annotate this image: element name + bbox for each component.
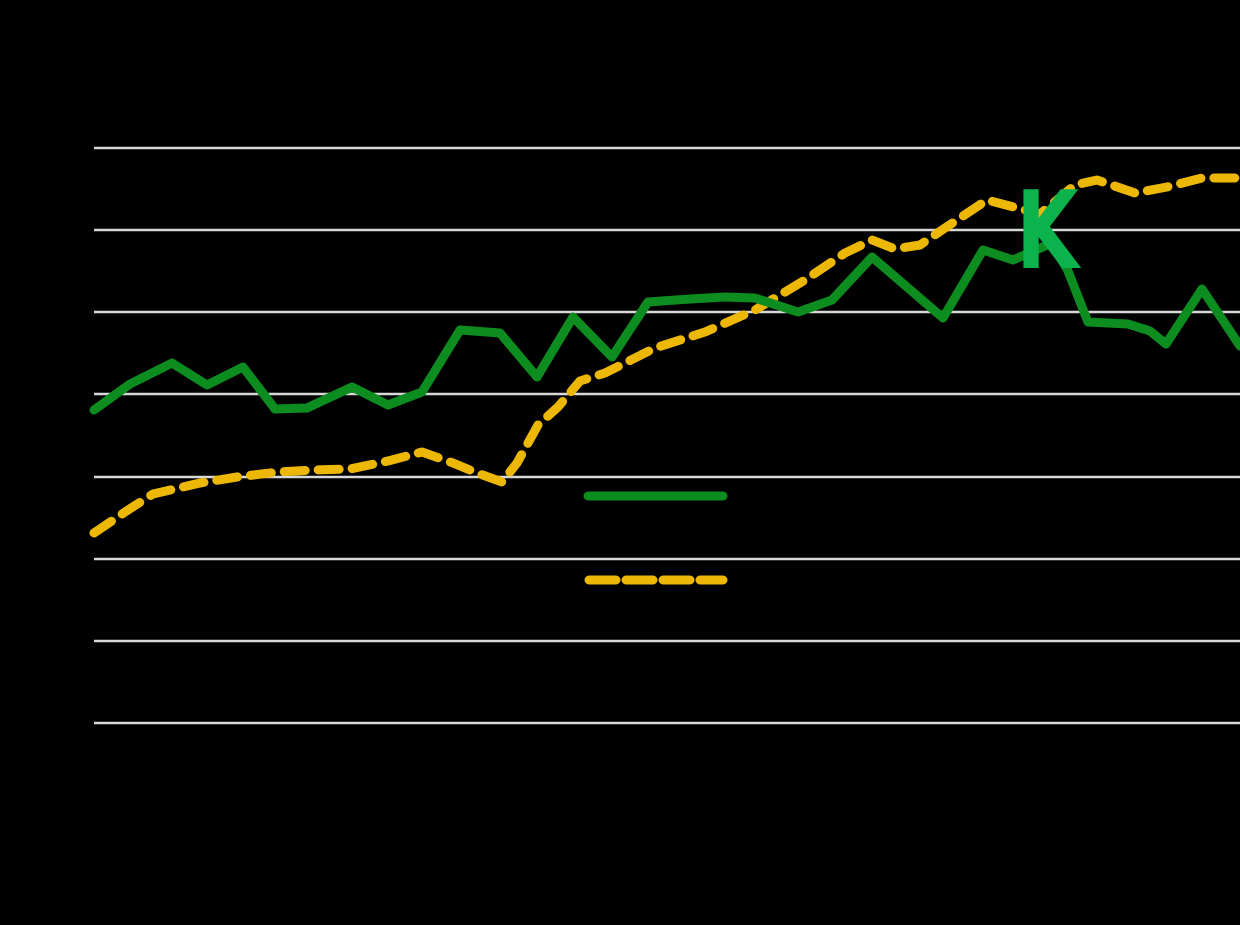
yellow-dashed-series bbox=[89, 173, 1240, 538]
watermark-k: K bbox=[1016, 169, 1079, 294]
green-solid-series bbox=[89, 238, 1240, 415]
